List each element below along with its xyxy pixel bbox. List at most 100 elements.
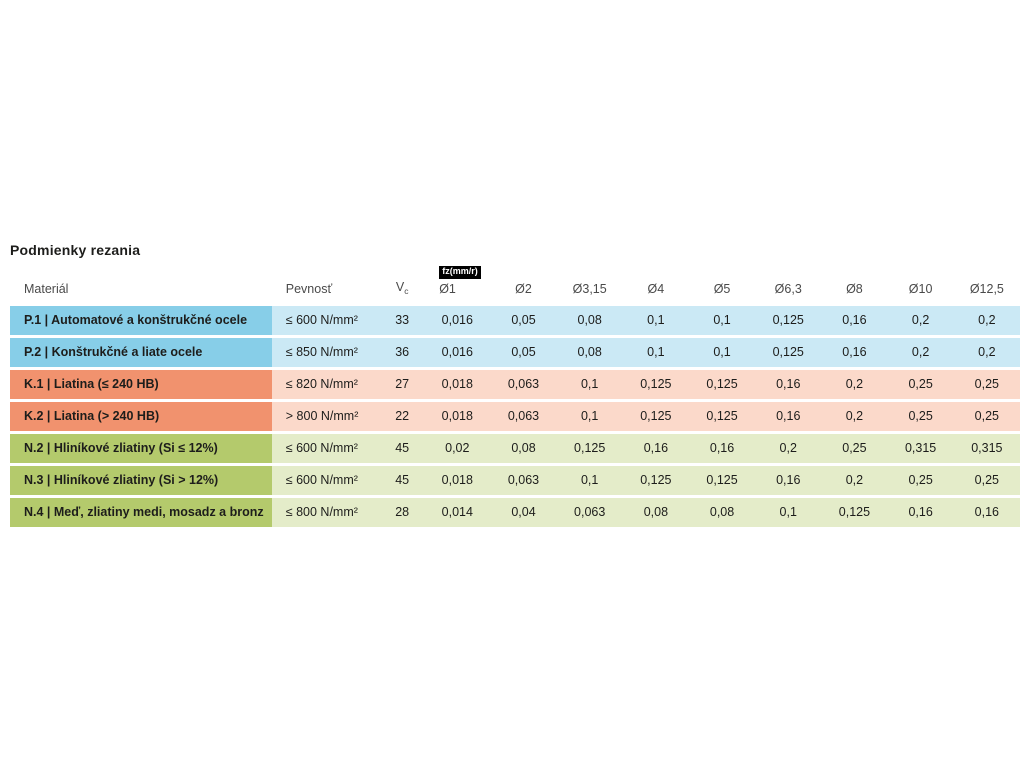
section-title: Podmienky rezania [10,242,141,258]
feed-cell: 0,1 [755,497,822,527]
cutting-speed-cell: 45 [380,465,425,495]
table-row: P.2 | Konštrukčné a liate ocele ≤ 850 N/m… [10,337,1020,367]
cutting-speed-cell: 36 [380,337,425,367]
strength-cell: ≤ 850 N/mm² [271,337,381,367]
column-header-diameter: Ø8 [846,281,863,296]
feed-cell: 0,016 [424,305,491,335]
table-row: N.3 | Hliníkové zliatiny (Si > 12%) ≤ 600… [10,465,1020,495]
feed-cell: 0,018 [424,401,491,431]
feed-cell: 0,1 [622,337,689,367]
feed-cell: 0,16 [755,369,822,399]
feed-cell: 0,16 [755,465,822,495]
cutting-speed-cell: 22 [380,401,425,431]
feed-cell: 0,1 [688,337,756,367]
feed-cell: 0,1 [556,465,623,495]
vc-subscript: c [404,285,409,296]
feed-cell: 0,125 [622,401,689,431]
feed-cell: 0,125 [688,369,756,399]
column-header-diameter: Ø10 [908,281,933,296]
column-header-strength: Pevnosť [285,281,333,296]
feed-cell: 0,08 [622,497,689,527]
column-header-diameter: fz(mm/r) Ø1 [424,262,490,303]
feed-cell: 0,063 [490,369,557,399]
feed-cell: 0,315 [887,433,954,463]
feed-cell: 0,08 [556,305,623,335]
feed-cell: 0,16 [887,497,954,527]
feed-unit-badge: fz(mm/r) [439,265,481,279]
feed-cell: 0,1 [622,305,689,335]
feed-cell: 0,25 [953,369,1020,399]
feed-cell: 0,2 [953,337,1020,367]
feed-cell: 0,016 [424,337,491,367]
feed-cell: 0,125 [755,337,822,367]
feed-cell: 0,2 [953,305,1020,335]
material-cell: P.2 | Konštrukčné a liate ocele [10,337,272,367]
material-cell: P.1 | Automatové a konštrukčné ocele [10,305,272,335]
feed-cell: 0,1 [556,369,623,399]
feed-cell: 0,16 [821,337,888,367]
diameter-header-label: Ø1 [439,281,456,296]
material-cell: N.2 | Hliníkové zliatiny (Si ≤ 12%) [10,433,272,463]
table-row: K.2 | Liatina (> 240 HB) > 800 N/mm² 22 0,0… [10,401,1020,431]
feed-cell: 0,16 [755,401,822,431]
feed-cell: 0,08 [688,497,756,527]
feed-cell: 0,25 [887,465,954,495]
feed-cell: 0,25 [887,369,954,399]
strength-cell: ≤ 600 N/mm² [271,465,381,495]
feed-cell: 0,25 [821,433,888,463]
feed-cell: 0,02 [424,433,491,463]
feed-cell: 0,063 [490,401,557,431]
feed-cell: 0,2 [821,369,888,399]
strength-cell: ≤ 600 N/mm² [271,433,381,463]
column-header-diameter: Ø5 [713,281,731,296]
strength-cell: ≤ 600 N/mm² [271,305,381,335]
feed-cell: 0,25 [887,401,954,431]
feed-cell: 0,1 [688,305,756,335]
feed-cell: 0,16 [821,305,888,335]
feed-cell: 0,1 [556,401,623,431]
feed-cell: 0,018 [424,465,491,495]
table-row: N.4 | Meď, zliatiny medi, mosadz a bronz… [10,497,1020,527]
table-row: N.2 | Hliníkové zliatiny (Si ≤ 12%) ≤ 600… [10,433,1020,463]
cutting-speed-cell: 45 [380,433,425,463]
material-cell: K.2 | Liatina (> 240 HB) [10,401,272,431]
feed-cell: 0,125 [688,401,756,431]
column-header-diameter: Ø2 [515,281,532,296]
feed-cell: 0,16 [953,497,1020,527]
feed-cell: 0,125 [688,465,756,495]
feed-cell: 0,2 [887,337,954,367]
cutting-speed-cell: 27 [380,369,425,399]
vc-symbol: V [395,279,405,294]
column-header-diameter: Ø4 [647,281,665,296]
feed-cell: 0,16 [688,433,756,463]
feed-cell: 0,125 [556,433,623,463]
column-header-material: Materiál [24,281,69,296]
feed-cell: 0,16 [622,433,689,463]
feed-cell: 0,08 [490,433,557,463]
feed-cell: 0,315 [953,433,1020,463]
feed-cell: 0,25 [953,401,1020,431]
table-row: K.1 | Liatina (≤ 240 HB) ≤ 820 N/mm² 27 0,0… [10,369,1020,399]
feed-cell: 0,08 [556,337,623,367]
strength-cell: > 800 N/mm² [271,401,381,431]
feed-cell: 0,05 [490,337,557,367]
feed-cell: 0,125 [755,305,822,335]
diameter-header-stack: fz(mm/r) Ø1 [439,265,481,296]
feed-cell: 0,2 [887,305,954,335]
column-header-diameter: Ø12,5 [969,281,1004,296]
feed-cell: 0,05 [490,305,557,335]
feed-cell: 0,25 [953,465,1020,495]
strength-cell: ≤ 820 N/mm² [271,369,381,399]
feed-cell: 0,063 [556,497,623,527]
cutting-speed-cell: 33 [380,305,425,335]
feed-cell: 0,014 [424,497,491,527]
column-header-diameter: Ø6,3 [774,281,802,296]
feed-cell: 0,125 [821,497,888,527]
feed-cell: 0,04 [490,497,557,527]
table-header-row: Materiál Pevnosť Vc fz(mm/r) Ø1 Ø2 Ø3,15 Ø4 Ø… [10,262,1020,303]
feed-cell: 0,018 [424,369,491,399]
material-cell: N.3 | Hliníkové zliatiny (Si > 12%) [10,465,272,495]
material-cell: K.1 | Liatina (≤ 240 HB) [10,369,272,399]
feed-cell: 0,125 [622,369,689,399]
